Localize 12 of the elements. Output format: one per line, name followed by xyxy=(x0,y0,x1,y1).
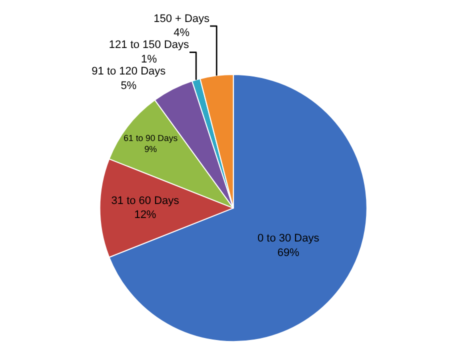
slice-label: 150 + Days xyxy=(154,12,210,25)
data-label: 69% xyxy=(277,246,300,259)
data-label: 4% xyxy=(174,27,190,40)
slice-label: 0 to 30 Days xyxy=(257,232,320,244)
data-label: 12% xyxy=(134,209,156,222)
slice-label: 61 to 90 Days xyxy=(124,132,178,143)
data-label: 9% xyxy=(144,144,158,154)
slice-label: 121 to 150 Days xyxy=(108,39,190,52)
data-label: 1% xyxy=(141,53,158,66)
slice-label: 31 to 60 Days xyxy=(111,194,180,207)
data-label: 5% xyxy=(120,80,137,92)
slice-label: 91 to 120 Days xyxy=(92,65,166,78)
